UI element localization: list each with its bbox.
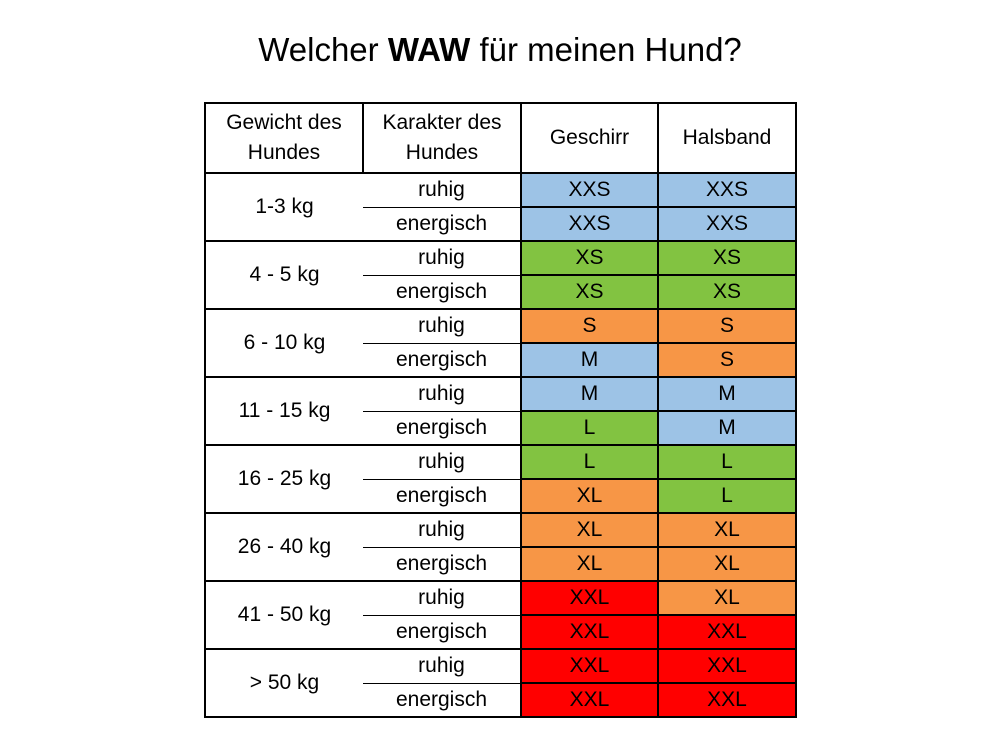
header-collar: Halsband bbox=[657, 102, 797, 174]
character-cell: energisch bbox=[363, 479, 522, 514]
weight-cell: 1-3 kg bbox=[204, 172, 363, 242]
harness-size-cell: XS bbox=[520, 240, 659, 276]
table-body: 1-3 kg ruhig XXS XXS energisch XXS XXS 4 - 5 kg… bbox=[204, 172, 797, 718]
title-prefix: Welcher bbox=[258, 31, 388, 68]
weight-cell: 26 - 40 kg bbox=[204, 512, 363, 582]
collar-size-cell: XL bbox=[657, 546, 797, 582]
character-cell: energisch bbox=[363, 411, 522, 446]
character-cell: energisch bbox=[363, 343, 522, 378]
character-cell: ruhig bbox=[363, 376, 522, 412]
harness-size-cell: XXS bbox=[520, 172, 659, 208]
collar-size-cell: XS bbox=[657, 240, 797, 276]
header-character: Karakter des Hundes bbox=[362, 102, 522, 174]
title-suffix: für meinen Hund? bbox=[470, 31, 742, 68]
table-header-row: Gewicht des Hundes Karakter des Hundes G… bbox=[204, 102, 797, 174]
size-table: Gewicht des Hundes Karakter des Hundes G… bbox=[204, 102, 797, 718]
weight-cell: 41 - 50 kg bbox=[204, 580, 363, 650]
collar-size-cell: XL bbox=[657, 580, 797, 616]
collar-size-cell: L bbox=[657, 478, 797, 514]
collar-size-cell: S bbox=[657, 308, 797, 344]
table-row: 1-3 kg ruhig XXS XXS bbox=[204, 172, 797, 242]
weight-cell: > 50 kg bbox=[204, 648, 363, 718]
character-cell: ruhig bbox=[363, 444, 522, 480]
character-cell: ruhig bbox=[363, 240, 522, 276]
character-cell: ruhig bbox=[363, 308, 522, 344]
harness-size-cell: XXL bbox=[520, 580, 659, 616]
harness-size-cell: XXL bbox=[520, 648, 659, 684]
table-row: energisch XS XS bbox=[205, 274, 797, 310]
table-row: energisch XXS XXS bbox=[205, 206, 797, 242]
header-harness: Geschirr bbox=[520, 102, 659, 174]
harness-size-cell: XL bbox=[520, 478, 659, 514]
harness-size-cell: XS bbox=[520, 274, 659, 310]
character-cell: energisch bbox=[363, 615, 522, 650]
character-cell: ruhig bbox=[363, 172, 522, 208]
table-row: energisch XXL XXL bbox=[205, 614, 797, 650]
table-row: 4 - 5 kg ruhig XS XS bbox=[204, 240, 797, 310]
table-row: energisch M S bbox=[205, 342, 797, 378]
collar-size-cell: XS bbox=[657, 274, 797, 310]
collar-size-cell: XXL bbox=[657, 682, 797, 718]
character-cell: energisch bbox=[363, 547, 522, 582]
collar-size-cell: XXL bbox=[657, 648, 797, 684]
header-weight-line2: Hundes bbox=[247, 141, 321, 164]
harness-size-cell: L bbox=[520, 410, 659, 446]
weight-cell: 4 - 5 kg bbox=[204, 240, 363, 310]
header-weight-line1: Gewicht des bbox=[226, 111, 342, 134]
character-cell: energisch bbox=[363, 207, 522, 242]
weight-cell: 6 - 10 kg bbox=[204, 308, 363, 378]
character-cell: ruhig bbox=[363, 580, 522, 616]
table-row: 11 - 15 kg ruhig M M bbox=[204, 376, 797, 446]
harness-size-cell: XL bbox=[520, 546, 659, 582]
harness-size-cell: XXL bbox=[520, 682, 659, 718]
character-cell: ruhig bbox=[363, 512, 522, 548]
table-row: energisch L M bbox=[205, 410, 797, 446]
table-row: 41 - 50 kg ruhig XXL XL bbox=[204, 580, 797, 650]
header-character-line1: Karakter des bbox=[382, 111, 502, 134]
table-row: > 50 kg ruhig XXL XXL bbox=[204, 648, 797, 718]
table-row: energisch XL XL bbox=[205, 546, 797, 582]
collar-size-cell: L bbox=[657, 444, 797, 480]
header-character-line2: Hundes bbox=[405, 141, 479, 164]
collar-size-cell: XL bbox=[657, 512, 797, 548]
collar-size-cell: M bbox=[657, 410, 797, 446]
harness-size-cell: M bbox=[520, 342, 659, 378]
header-weight: Gewicht des Hundes bbox=[204, 102, 364, 174]
character-cell: energisch bbox=[363, 275, 522, 310]
collar-size-cell: XXL bbox=[657, 614, 797, 650]
harness-size-cell: XXS bbox=[520, 206, 659, 242]
collar-size-cell: XXS bbox=[657, 172, 797, 208]
table-row: 26 - 40 kg ruhig XL XL bbox=[204, 512, 797, 582]
character-cell: ruhig bbox=[363, 648, 522, 684]
collar-size-cell: S bbox=[657, 342, 797, 378]
title-bold: WAW bbox=[387, 31, 471, 68]
harness-size-cell: L bbox=[520, 444, 659, 480]
collar-size-cell: M bbox=[657, 376, 797, 412]
table-row: 6 - 10 kg ruhig S S bbox=[204, 308, 797, 378]
weight-cell: 11 - 15 kg bbox=[204, 376, 363, 446]
harness-size-cell: XXL bbox=[520, 614, 659, 650]
character-cell: energisch bbox=[363, 683, 522, 718]
weight-cell: 16 - 25 kg bbox=[204, 444, 363, 514]
harness-size-cell: S bbox=[520, 308, 659, 344]
table-row: energisch XL L bbox=[205, 478, 797, 514]
table-row: 16 - 25 kg ruhig L L bbox=[204, 444, 797, 514]
harness-size-cell: XL bbox=[520, 512, 659, 548]
collar-size-cell: XXS bbox=[657, 206, 797, 242]
page-title: Welcher WAW für meinen Hund? bbox=[0, 28, 1000, 72]
table-row: energisch XXL XXL bbox=[205, 682, 797, 718]
harness-size-cell: M bbox=[520, 376, 659, 412]
